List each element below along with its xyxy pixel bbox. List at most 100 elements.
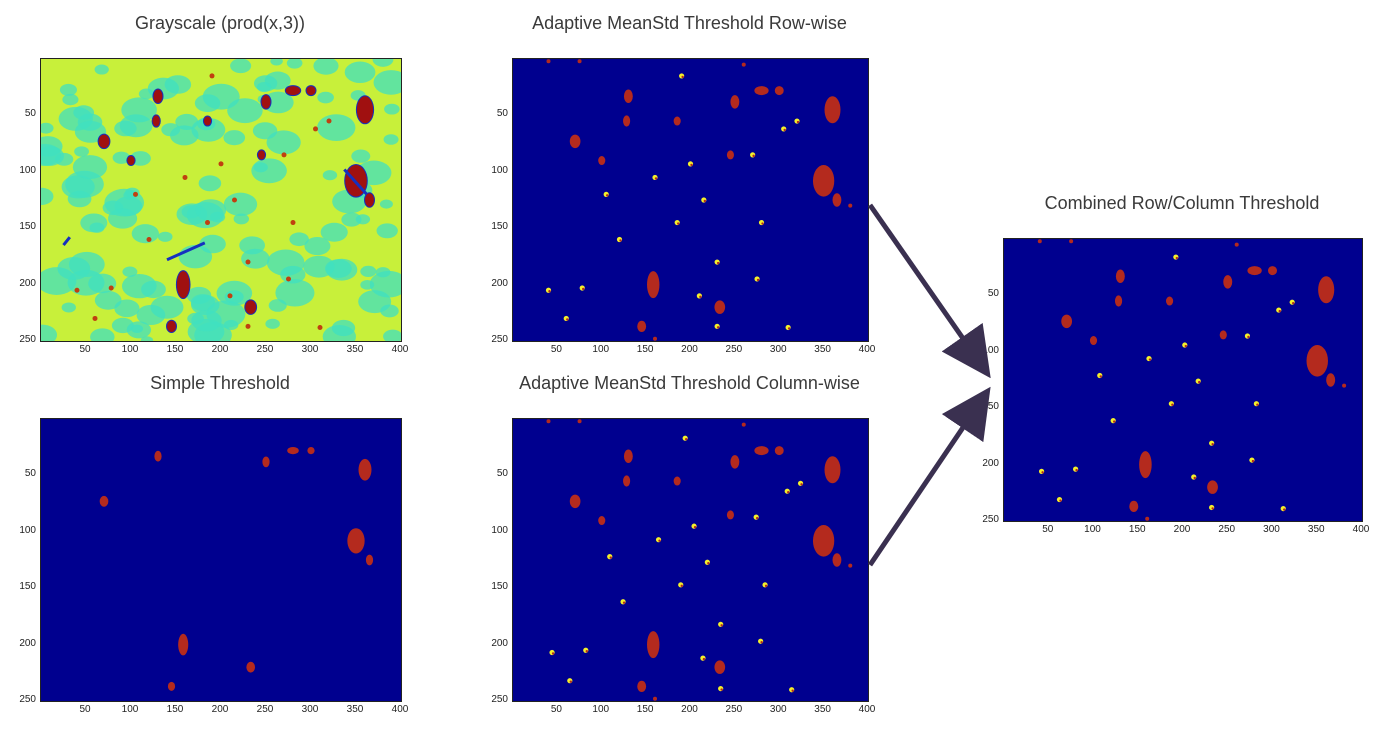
speck-core — [760, 641, 763, 644]
texture-patch — [344, 61, 376, 84]
texture-patch — [73, 105, 95, 120]
y-tick-label: 100 — [19, 524, 36, 536]
speck-core — [681, 75, 684, 79]
y-tick-label: 200 — [491, 277, 508, 289]
blob — [1114, 295, 1123, 307]
plot-svg — [513, 59, 868, 341]
blob — [261, 95, 271, 109]
blob — [154, 450, 162, 462]
blob — [178, 633, 189, 656]
texture-patch — [121, 273, 157, 299]
x-tick-label: 400 — [391, 344, 409, 355]
speck — [326, 118, 332, 124]
speck-core — [654, 177, 658, 180]
texture-patch — [331, 319, 356, 337]
speck-core — [783, 128, 786, 132]
edge-dot — [1069, 239, 1074, 244]
blob — [246, 661, 256, 673]
panel-simple: Simple Threshold 50 100 150 200 250 50 100 150 20… — [10, 373, 430, 720]
blob — [356, 96, 374, 124]
texture-patch — [41, 324, 58, 341]
speck-core — [1175, 256, 1179, 260]
texture-patch — [190, 294, 216, 312]
x-tick-label: 350 — [346, 704, 364, 715]
texture-patch — [199, 234, 226, 254]
blob — [598, 156, 606, 166]
speck-core — [622, 601, 626, 604]
speck-core — [791, 689, 794, 692]
speck-core — [658, 539, 661, 542]
edge-dot — [848, 203, 853, 208]
speck-core — [1283, 508, 1286, 511]
x-tick-label: 350 — [814, 704, 831, 715]
texture-patch — [373, 70, 401, 95]
x-tick-label: 400 — [858, 344, 876, 355]
y-tick-label: 50 — [496, 468, 508, 480]
plot-background — [41, 419, 401, 701]
x-tick-label: 100 — [121, 344, 139, 355]
blob — [832, 193, 842, 207]
blob — [730, 455, 740, 469]
texture-patch — [372, 59, 394, 67]
speck-core — [787, 327, 791, 330]
plot-svg — [41, 419, 401, 701]
speck-core — [756, 278, 760, 282]
plot-image — [40, 58, 402, 342]
speck-core — [1291, 301, 1295, 305]
edge-dot — [653, 336, 657, 341]
speck-core — [787, 490, 790, 494]
plot-background — [513, 419, 868, 701]
speck — [74, 287, 80, 293]
texture-patch — [369, 270, 401, 298]
blob — [287, 446, 299, 455]
y-tick-label: 150 — [19, 581, 36, 593]
speck-core — [1041, 471, 1044, 474]
panel-title: Simple Threshold — [150, 373, 290, 393]
speck-core — [1075, 468, 1078, 472]
speck-core — [1256, 403, 1259, 406]
speck-core — [1251, 459, 1255, 463]
blob — [1223, 275, 1233, 289]
texture-patch — [122, 266, 138, 278]
speck — [232, 197, 237, 203]
speck-core — [680, 584, 683, 588]
plot-svg — [1004, 239, 1362, 521]
blob — [1165, 296, 1174, 306]
texture-patch — [313, 59, 339, 75]
blob — [726, 510, 734, 520]
texture-patch — [150, 295, 184, 319]
x-tick-label: 50 — [79, 704, 91, 715]
texture-patch — [265, 318, 280, 329]
texture-patch — [230, 59, 252, 74]
texture-patch — [59, 83, 77, 96]
speck — [205, 220, 210, 226]
arrow-row-to-combined — [867, 203, 991, 379]
blob — [569, 134, 581, 149]
streak — [62, 236, 71, 247]
plot-image — [512, 58, 869, 342]
texture-patch — [223, 130, 246, 146]
speck-core — [582, 287, 585, 291]
blob — [285, 86, 301, 96]
edge-dot — [577, 419, 582, 424]
blob — [1306, 345, 1328, 377]
speck-core — [605, 194, 609, 197]
blob — [1061, 314, 1073, 329]
speck — [146, 236, 152, 242]
blob — [262, 456, 270, 468]
x-tick-label: 50 — [550, 344, 562, 355]
blob — [1326, 373, 1336, 387]
x-tick-label: 250 — [256, 704, 274, 715]
blob — [812, 165, 835, 197]
blob — [153, 89, 163, 103]
texture-patch — [114, 120, 137, 137]
speck-core — [585, 650, 588, 653]
texture-patch — [266, 130, 301, 155]
texture-patch — [379, 199, 393, 209]
y-tick-label: 250 — [19, 334, 36, 345]
speck-core — [761, 222, 764, 225]
speck-core — [566, 318, 569, 321]
edge-dot — [1234, 242, 1239, 247]
speck-core — [551, 652, 555, 655]
x-tick-label: 200 — [681, 704, 698, 715]
